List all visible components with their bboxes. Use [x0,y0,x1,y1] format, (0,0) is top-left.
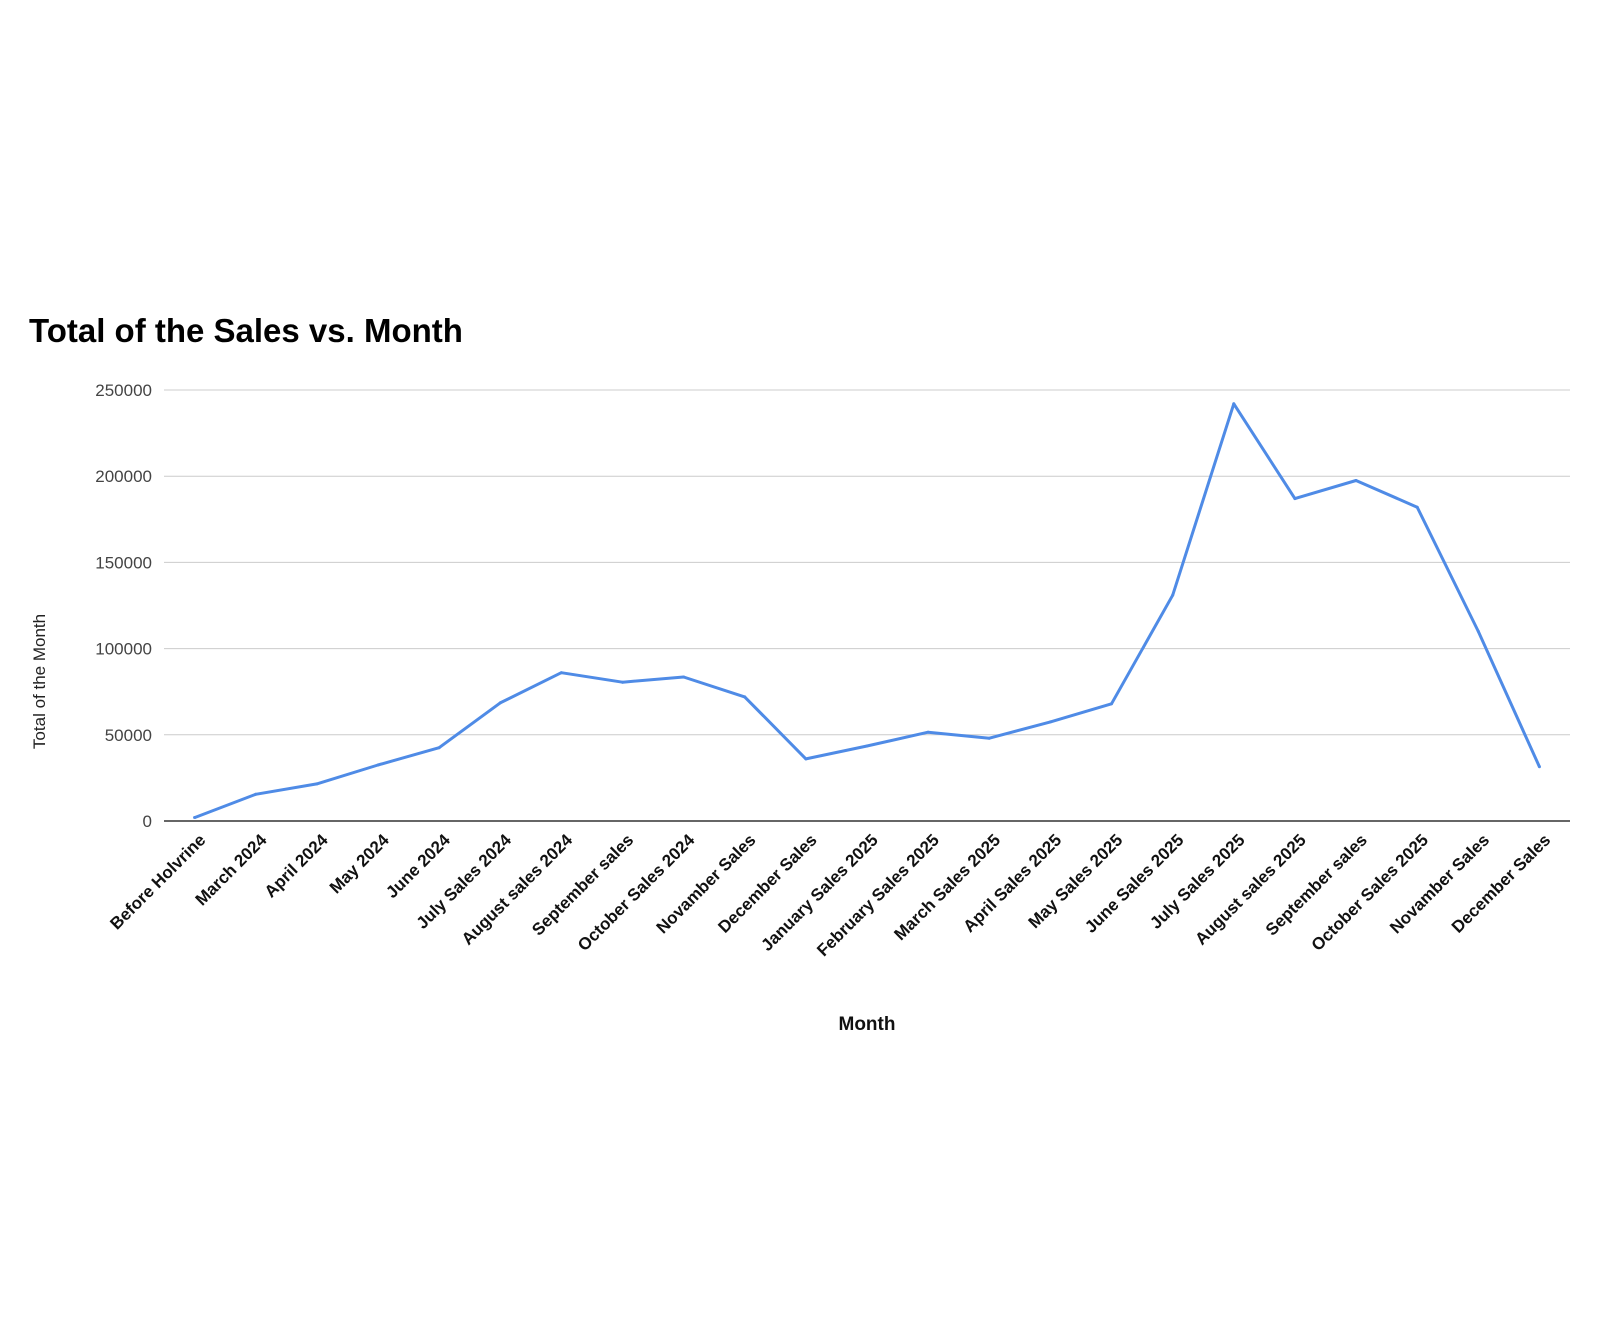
x-tick-label: October Sales 2024 [574,830,699,955]
data-point [1476,629,1480,633]
y-axis-title: Total of the Month [30,614,49,749]
series-line [194,402,1541,820]
data-point [315,782,319,786]
data-point [1110,702,1114,706]
data-point [1232,402,1236,406]
x-tick-label: April 2024 [261,830,332,901]
data-point [498,701,502,705]
data-point [559,671,563,675]
x-tick-label: August sales 2025 [1191,830,1309,948]
x-tick-label: Before Holvrine [106,830,209,933]
data-point [254,792,258,796]
y-tick-label: 100000 [95,640,152,659]
data-point [987,736,991,740]
x-axis-title: Month [839,1014,896,1035]
data-point [620,680,624,684]
data-point [804,757,808,761]
x-tick-label: August sales 2024 [458,830,577,949]
x-tick-label: October Sales 2025 [1308,830,1432,954]
x-tick-label: September sales [1262,830,1371,939]
x-tick-label: September sales [528,830,637,939]
data-point [193,816,197,820]
data-point [1171,593,1175,597]
x-tick-label: January Sales 2025 [757,830,881,954]
chart-title: Total of the Sales vs. Month [29,312,463,349]
data-point [1537,765,1541,769]
y-tick-label: 50000 [105,726,152,745]
data-point [1354,479,1358,483]
x-tick-label: February Sales 2025 [813,830,943,960]
data-point [1415,505,1419,509]
y-tick-label: 200000 [95,467,152,486]
data-point [865,744,869,748]
y-tick-label: 0 [143,812,152,831]
data-point [437,746,441,750]
y-tick-label: 250000 [95,381,152,400]
y-tick-label: 150000 [95,553,152,572]
data-point [1048,720,1052,724]
data-point [926,730,930,734]
x-tick-label: March Sales 2025 [890,830,1004,944]
data-point [1293,497,1297,501]
data-point [743,695,747,699]
data-point [682,675,686,679]
data-point [376,763,380,767]
